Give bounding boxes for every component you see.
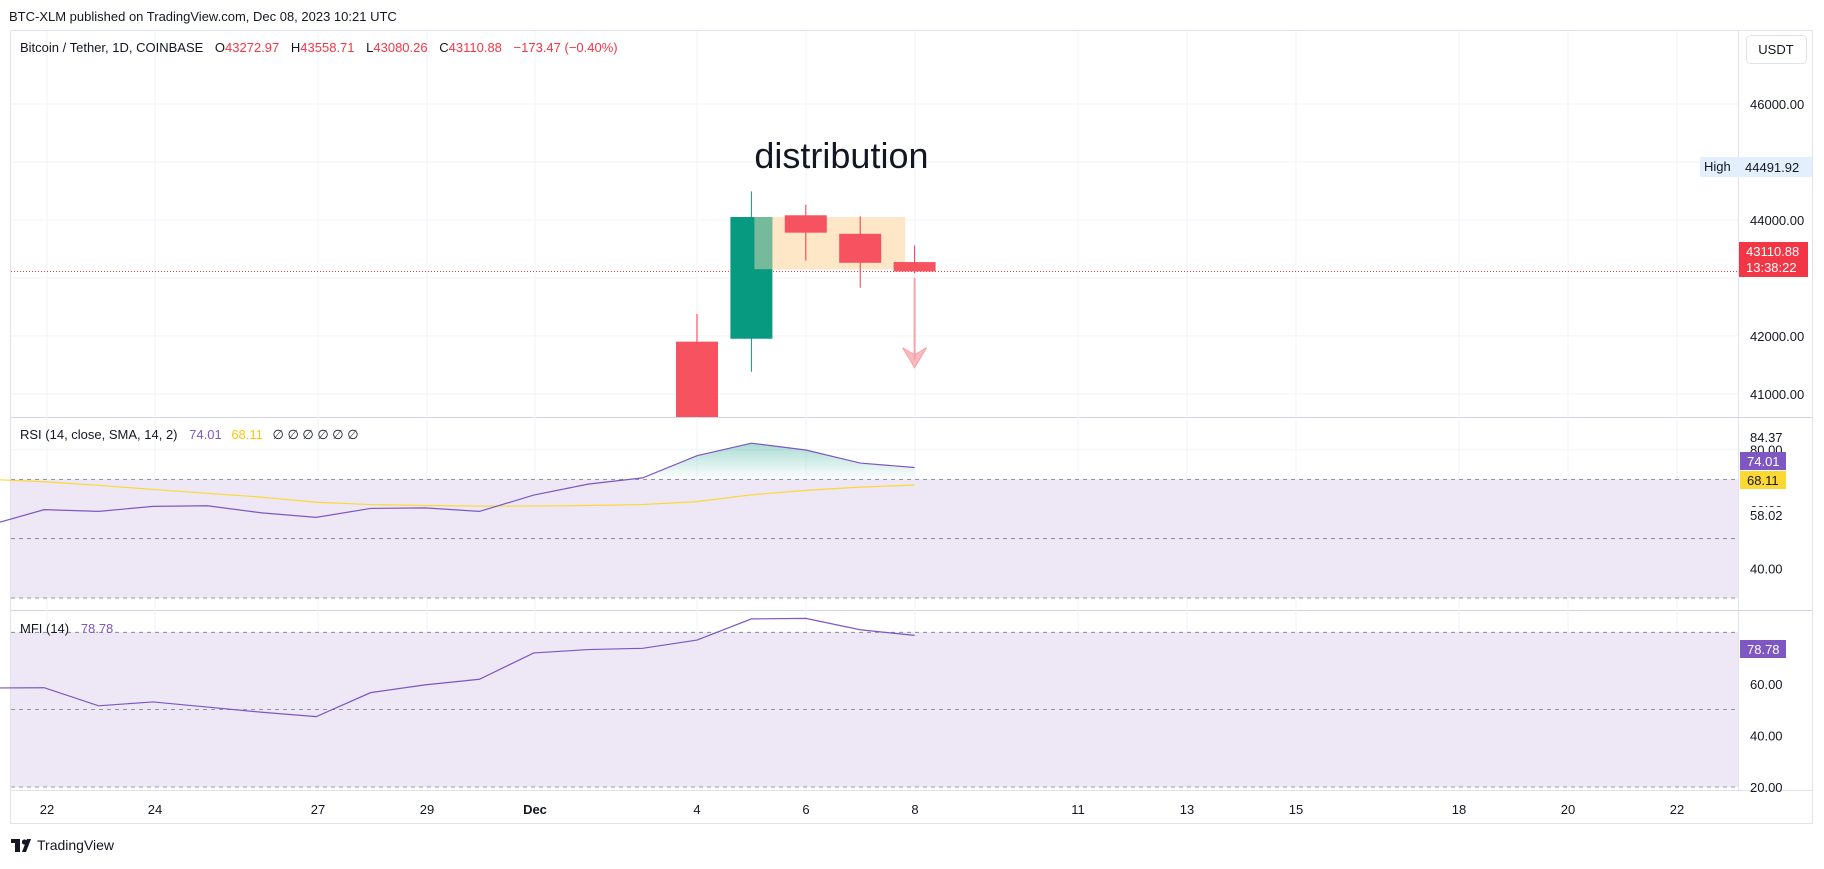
rsi-value-tag: 74.01 — [1740, 452, 1786, 470]
time-axis-label-5: 4 — [693, 802, 700, 817]
last-price-tag: 43110.88 13:38:22 — [1739, 242, 1808, 277]
time-axis-label-2: 27 — [311, 802, 325, 817]
close-label: C — [439, 40, 448, 55]
mfi-legend-value: 78.78 — [81, 621, 114, 636]
candle-body-2023-12-07 — [839, 233, 882, 263]
rsi-placeholders: ∅ ∅ ∅ ∅ ∅ ∅ — [273, 427, 359, 442]
close-value: 43110.88 — [449, 40, 502, 55]
rsi-axis-mask — [1740, 497, 1800, 507]
change-value: −173.47 (−0.40%) — [514, 40, 618, 55]
mfi-pane — [0, 617, 1738, 788]
distribution-zone — [751, 217, 906, 270]
mfi-axis-label-1: 40.00 — [1750, 728, 1783, 743]
tradingview-logo-icon — [11, 839, 31, 852]
rsi-pane — [0, 442, 1738, 599]
low-value: 43080.26 — [373, 40, 427, 55]
currency-button[interactable]: USDT — [1746, 35, 1807, 64]
rsi-sma-legend-value: 68.11 — [231, 427, 263, 442]
distribution-label: distribution — [754, 135, 928, 176]
time-axis-label-10: 15 — [1289, 802, 1303, 817]
rsi-axis-label-0: 84.37 — [1750, 430, 1783, 445]
mfi-axis-label-0: 60.00 — [1750, 677, 1783, 692]
candle-body-2023-12-06 — [784, 215, 827, 233]
price-pane: distribution — [11, 135, 1738, 417]
rsi-legend-value: 74.01 — [189, 427, 222, 442]
price-axis-label-2: 44000.00 — [1750, 213, 1804, 228]
time-axis-label-3: 29 — [420, 802, 434, 817]
time-axis-label-12: 20 — [1561, 802, 1575, 817]
mfi-line — [0, 617, 915, 718]
mfi-value-tag: 78.78 — [1740, 640, 1786, 658]
time-axis-label-9: 13 — [1180, 802, 1194, 817]
low-label: L — [366, 40, 373, 55]
currency-label: USDT — [1758, 42, 1793, 57]
last-price-value: 43110.88 — [1746, 244, 1799, 259]
mfi-background-band — [11, 632, 1738, 787]
rsi-overbought-fill — [588, 443, 915, 480]
time-axis-label-13: 22 — [1670, 802, 1684, 817]
candle-body-2023-12-05 — [730, 217, 773, 339]
mfi-title: MFI (14) — [20, 621, 69, 636]
time-axis-label-0: 22 — [40, 802, 54, 817]
time-axis-label-6: 6 — [802, 802, 809, 817]
time-axis-label-7: 8 — [911, 802, 918, 817]
down-arrow-head — [902, 347, 928, 369]
time-axis-label-4: Dec — [523, 802, 547, 817]
price-axis-label-4: 41000.00 — [1750, 387, 1804, 402]
high-tag-value: 44491.92 — [1745, 160, 1799, 175]
rsi-legend: RSI (14, close, SMA, 14, 2) 74.01 68.11 … — [20, 427, 359, 442]
rsi-axis-label-2: 58.02 — [1750, 508, 1783, 523]
time-axis-label-1: 24 — [148, 802, 162, 817]
zone-overlap — [754, 217, 773, 270]
high-tag-label: High — [1704, 159, 1731, 174]
candle-body-2023-12-04 — [676, 341, 718, 417]
rsi-sma-value-tag: 68.11 — [1740, 471, 1786, 489]
symbol-legend: Bitcoin / Tether, 1D, COINBASE O43272.97… — [20, 40, 618, 55]
rsi-background-band — [11, 479, 1738, 598]
published-caption: BTC-XLM published on TradingView.com, De… — [9, 9, 397, 24]
price-axis-label-3: 42000.00 — [1750, 329, 1804, 344]
rsi-sma-line — [0, 479, 915, 507]
symbol-name: Bitcoin / Tether, 1D, COINBASE — [20, 40, 204, 55]
time-axis-label-8: 11 — [1071, 802, 1085, 817]
chart-frame — [10, 30, 1813, 824]
open-label: O — [215, 40, 225, 55]
mfi-axis-label-2: 20.00 — [1750, 780, 1783, 795]
high-price-tag: High 44491.92 — [1700, 157, 1812, 177]
countdown-value: 13:38:22 — [1746, 260, 1797, 275]
tradingview-brand: TradingView — [37, 837, 115, 853]
high-value: 43558.71 — [300, 40, 354, 55]
rsi-sma-tag-value: 68.11 — [1747, 473, 1779, 488]
rsi-tag-value: 74.01 — [1747, 454, 1780, 469]
rsi-line — [0, 442, 915, 523]
rsi-title: RSI (14, close, SMA, 14, 2) — [20, 427, 178, 442]
rsi-axis-label-3: 40.00 — [1750, 561, 1783, 576]
tradingview-logo[interactable]: TradingView — [11, 837, 115, 853]
time-axis-label-11: 18 — [1452, 802, 1466, 817]
price-axis-label-0: 46000.00 — [1750, 97, 1804, 112]
open-value: 43272.97 — [225, 40, 279, 55]
mfi-legend: MFI (14) 78.78 — [20, 621, 113, 636]
candle-body-2023-12-08 — [893, 262, 936, 272]
high-label: H — [291, 40, 300, 55]
mfi-tag-value: 78.78 — [1747, 642, 1780, 657]
